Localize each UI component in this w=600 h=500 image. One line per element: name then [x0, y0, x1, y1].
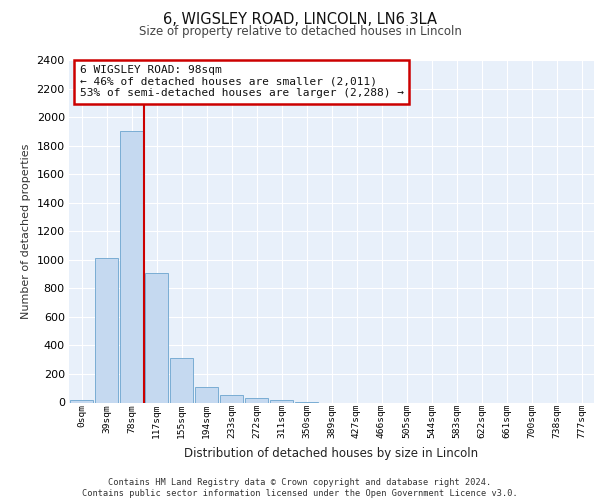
Y-axis label: Number of detached properties: Number of detached properties: [21, 144, 31, 319]
Bar: [245, 398, 268, 402]
Bar: [120, 132, 143, 402]
Bar: [220, 394, 243, 402]
Bar: [270, 400, 293, 402]
Text: 6 WIGSLEY ROAD: 98sqm
← 46% of detached houses are smaller (2,011)
53% of semi-d: 6 WIGSLEY ROAD: 98sqm ← 46% of detached …: [79, 65, 404, 98]
Text: 6, WIGSLEY ROAD, LINCOLN, LN6 3LA: 6, WIGSLEY ROAD, LINCOLN, LN6 3LA: [163, 12, 437, 28]
Bar: [95, 258, 118, 402]
Bar: [145, 272, 168, 402]
Bar: [195, 387, 218, 402]
X-axis label: Distribution of detached houses by size in Lincoln: Distribution of detached houses by size …: [184, 446, 479, 460]
Text: Contains HM Land Registry data © Crown copyright and database right 2024.
Contai: Contains HM Land Registry data © Crown c…: [82, 478, 518, 498]
Bar: [70, 400, 93, 402]
Bar: [170, 358, 193, 403]
Text: Size of property relative to detached houses in Lincoln: Size of property relative to detached ho…: [139, 25, 461, 38]
